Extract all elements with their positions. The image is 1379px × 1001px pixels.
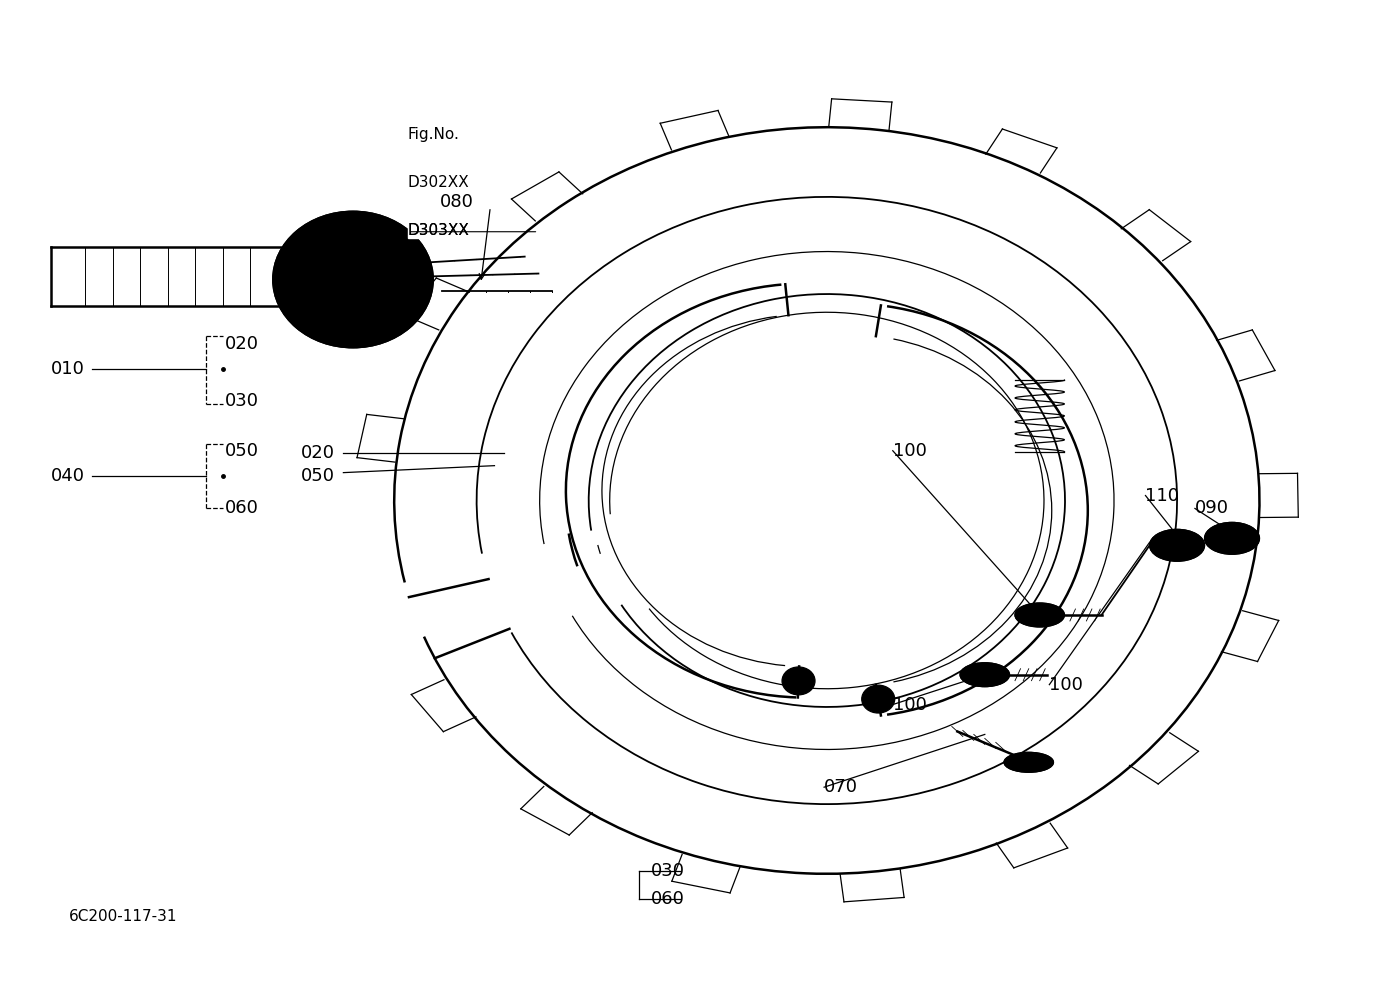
Text: 100: 100 bbox=[1049, 676, 1084, 694]
Ellipse shape bbox=[960, 663, 1009, 687]
Text: 080: 080 bbox=[440, 193, 473, 211]
Ellipse shape bbox=[782, 667, 815, 695]
Text: 030: 030 bbox=[651, 862, 685, 880]
Text: 100: 100 bbox=[892, 441, 927, 459]
Text: 020: 020 bbox=[225, 335, 259, 353]
Ellipse shape bbox=[323, 304, 342, 320]
Ellipse shape bbox=[1004, 753, 1054, 772]
Ellipse shape bbox=[331, 260, 375, 298]
Text: 070: 070 bbox=[825, 778, 858, 796]
Ellipse shape bbox=[364, 304, 383, 320]
Ellipse shape bbox=[364, 239, 383, 254]
Text: Fig.No.: Fig.No. bbox=[408, 127, 459, 142]
Ellipse shape bbox=[1015, 603, 1065, 627]
Ellipse shape bbox=[385, 271, 404, 287]
Text: D303XX: D303XX bbox=[408, 223, 470, 238]
Ellipse shape bbox=[862, 685, 895, 713]
Text: 050: 050 bbox=[301, 466, 335, 484]
Ellipse shape bbox=[323, 239, 342, 254]
Ellipse shape bbox=[302, 271, 321, 287]
Text: D302XX: D302XX bbox=[408, 175, 470, 190]
Text: 6C200-117-31: 6C200-117-31 bbox=[69, 909, 178, 924]
Text: 090: 090 bbox=[1196, 499, 1229, 518]
Text: 030: 030 bbox=[225, 392, 259, 410]
Text: 040: 040 bbox=[51, 466, 85, 484]
Ellipse shape bbox=[1150, 530, 1204, 562]
Text: 100: 100 bbox=[892, 696, 927, 714]
Text: 060: 060 bbox=[651, 890, 685, 908]
Text: 060: 060 bbox=[225, 499, 259, 518]
Ellipse shape bbox=[1204, 523, 1259, 555]
Text: D303XX: D303XX bbox=[408, 223, 470, 238]
Text: 020: 020 bbox=[301, 443, 335, 461]
Ellipse shape bbox=[273, 212, 433, 347]
Text: 010: 010 bbox=[51, 360, 85, 378]
Text: 050: 050 bbox=[225, 441, 259, 459]
Text: 110: 110 bbox=[1146, 486, 1179, 505]
